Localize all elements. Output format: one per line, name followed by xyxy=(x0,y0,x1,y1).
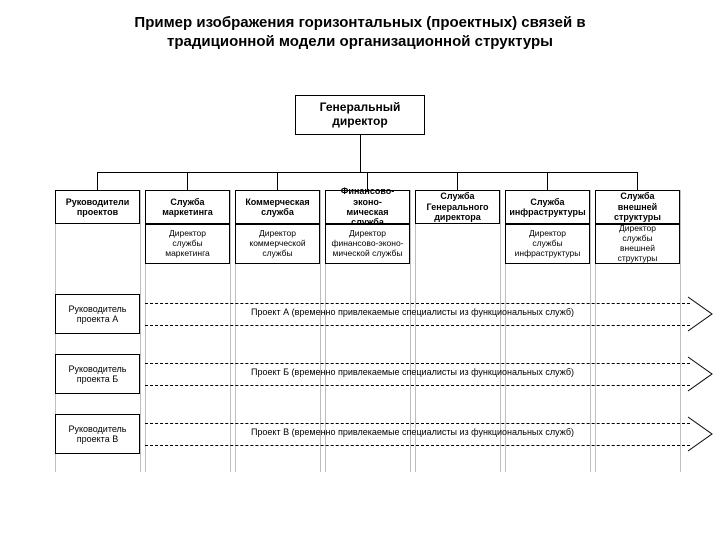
grid-vline xyxy=(590,190,591,472)
grid-vline xyxy=(680,190,681,472)
column-header: Службаинфраструктуры xyxy=(505,190,590,224)
grid-vline xyxy=(235,190,236,472)
grid-vline xyxy=(320,190,321,472)
column-subheader: Директоркоммерческойслужбы xyxy=(235,224,320,264)
column-header: Финансово-эконо-мическая служба xyxy=(325,190,410,224)
project-band-label: Проект В (временно привлекаемые специали… xyxy=(145,427,680,437)
connector xyxy=(457,172,458,190)
connector xyxy=(97,172,98,190)
grid-vline xyxy=(140,190,141,472)
project-leader-box: Руководительпроекта А xyxy=(55,294,140,334)
connector xyxy=(360,135,361,172)
project-band-top xyxy=(145,363,690,364)
column-header: Службамаркетинга xyxy=(145,190,230,224)
grid-vline xyxy=(505,190,506,472)
project-band-bottom xyxy=(145,325,690,326)
column-subheader: Директорслужбыинфраструктуры xyxy=(505,224,590,264)
project-band-top xyxy=(145,423,690,424)
project-band-bottom xyxy=(145,385,690,386)
column-subheader: Директорслужбывнешней структуры xyxy=(595,224,680,264)
grid-vline xyxy=(230,190,231,472)
grid-vline xyxy=(500,190,501,472)
project-band-label: Проект А (временно привлекаемые специали… xyxy=(145,307,680,317)
grid-vline xyxy=(55,190,56,472)
grid-vline xyxy=(325,190,326,472)
grid-vline xyxy=(415,190,416,472)
column-subheader: Директорслужбы маркетинга xyxy=(145,224,230,264)
connector xyxy=(637,172,638,190)
column-header: СлужбаГенеральногодиректора xyxy=(415,190,500,224)
arrow-right-icon xyxy=(688,417,712,451)
grid-vline xyxy=(595,190,596,472)
arrow-right-icon xyxy=(688,357,712,391)
page-title: Пример изображения горизонтальных (проек… xyxy=(0,14,720,52)
project-leader-box: Руководительпроекта Б xyxy=(55,354,140,394)
project-leader-box: Руководительпроекта В xyxy=(55,414,140,454)
project-band-top xyxy=(145,303,690,304)
project-band-bottom xyxy=(145,445,690,446)
root-box: Генеральныйдиректор xyxy=(295,95,425,135)
column-header: Руководителипроектов xyxy=(55,190,140,224)
column-header: Службавнешней структуры xyxy=(595,190,680,224)
connector xyxy=(187,172,188,190)
connector xyxy=(277,172,278,190)
grid-vline xyxy=(145,190,146,472)
column-header: Коммерческаяслужба xyxy=(235,190,320,224)
project-band-label: Проект Б (временно привлекаемые специали… xyxy=(145,367,680,377)
column-subheader: Директорфинансово-эконо-мической службы xyxy=(325,224,410,264)
arrow-right-icon xyxy=(688,297,712,331)
grid-vline xyxy=(410,190,411,472)
connector xyxy=(547,172,548,190)
